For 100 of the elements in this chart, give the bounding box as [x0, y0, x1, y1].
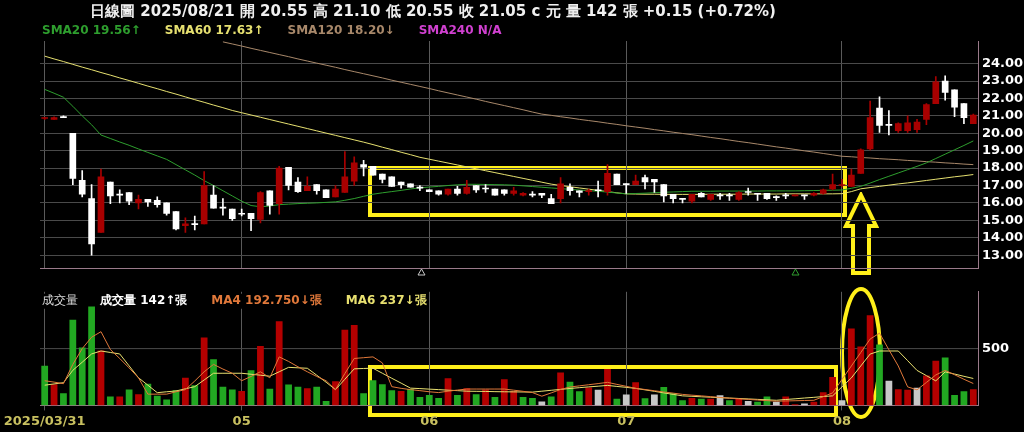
y-tick-label: 22.00 — [982, 89, 1024, 105]
bar — [632, 382, 640, 406]
bar — [200, 337, 208, 406]
bar — [472, 394, 480, 406]
bar — [538, 401, 546, 406]
bar — [228, 389, 236, 406]
candlestick — [41, 117, 49, 120]
bar — [744, 400, 752, 406]
candlestick — [322, 189, 330, 199]
y-tick-label: 500 — [982, 339, 1010, 355]
bar — [106, 396, 114, 406]
bar — [894, 389, 902, 406]
chart-title: 日線圖 2025/08/21 開 20.55 高 21.10 低 20.55 收 21.05 c 元 量 142 張 +0.15 (+0.72%) — [89, 1, 777, 22]
bar — [303, 388, 311, 406]
bar — [500, 379, 508, 406]
bar — [904, 389, 912, 406]
bar — [969, 389, 977, 406]
bar — [435, 398, 443, 406]
bar — [707, 398, 715, 406]
candlestick — [191, 215, 199, 231]
bar — [41, 365, 49, 406]
candlestick — [622, 183, 630, 194]
bar — [697, 398, 705, 406]
bar — [866, 315, 874, 406]
bar — [622, 394, 630, 406]
x-tick-label: 06 — [420, 412, 439, 428]
x-tick-label: 08 — [832, 412, 852, 428]
bar — [88, 306, 95, 406]
bar — [613, 398, 621, 406]
y-tick-label: 23.00 — [982, 72, 1024, 88]
bar — [69, 319, 77, 406]
bar — [388, 390, 396, 406]
bar — [932, 360, 940, 406]
y-tick-label: 14.00 — [982, 229, 1024, 245]
candlestick — [425, 189, 433, 192]
y-tick-label: 21.00 — [982, 107, 1024, 123]
y-tick-label: 15.00 — [982, 211, 1024, 227]
x-tick-label: 07 — [617, 412, 636, 428]
bar — [923, 375, 930, 406]
bar — [407, 389, 414, 406]
series-label: 成交量 142↑張 — [99, 292, 189, 307]
y-axis-title: 成交量 — [42, 292, 78, 307]
candlestick — [388, 176, 396, 187]
bar — [266, 388, 274, 406]
bar — [153, 395, 161, 406]
bar — [726, 400, 733, 406]
candlestick — [613, 173, 621, 185]
y-tick-label: 19.00 — [982, 142, 1024, 158]
x-tick-label: 05 — [232, 412, 251, 428]
bar — [135, 394, 142, 406]
bar — [547, 396, 555, 406]
bar — [182, 377, 189, 406]
x-tick-label: 2025/03/31 — [3, 412, 86, 428]
bar — [876, 344, 883, 406]
bar — [360, 393, 367, 406]
y-tick-label: 13.00 — [982, 246, 1024, 262]
text: SMA240 N/A — [418, 23, 503, 38]
bar — [397, 391, 405, 406]
bar — [482, 389, 489, 406]
candlestick — [585, 188, 593, 196]
y-tick-label: 20.00 — [982, 124, 1024, 140]
candlestick — [510, 186, 518, 196]
candlestick — [238, 208, 245, 217]
bar — [679, 400, 686, 406]
bar — [78, 347, 86, 406]
bar — [257, 345, 264, 406]
text: SMA20 19.56↑ — [42, 23, 141, 38]
bar — [210, 359, 217, 406]
bar — [529, 398, 536, 406]
bar — [951, 394, 958, 406]
bar — [116, 396, 124, 406]
text: MA6 237↓張 — [345, 292, 428, 307]
bar — [60, 393, 67, 406]
bar — [557, 372, 564, 406]
bar — [191, 385, 199, 406]
bar — [313, 386, 321, 406]
bar — [425, 394, 433, 406]
bar — [332, 381, 339, 406]
text: MA4 192.750↓張 — [211, 292, 323, 307]
bar — [857, 346, 865, 406]
bar — [941, 357, 949, 406]
text: SMA60 17.63↑ — [164, 23, 264, 38]
bar — [350, 325, 358, 406]
bar — [275, 321, 283, 406]
bar — [847, 328, 855, 406]
bar — [285, 384, 292, 406]
bar — [575, 391, 583, 406]
y-tick-label: 24.00 — [982, 55, 1024, 71]
y-tick-label: 17.00 — [982, 176, 1024, 192]
bar — [585, 387, 593, 406]
bar — [238, 391, 246, 406]
y-tick-label: 16.00 — [982, 194, 1024, 210]
bar — [454, 394, 461, 406]
bar — [163, 399, 171, 406]
bar — [651, 394, 658, 406]
series-label: SMA120 18.20↓ — [287, 23, 395, 38]
bar — [604, 368, 611, 406]
candlestick — [491, 188, 499, 196]
bar — [378, 384, 386, 406]
candlestick — [744, 187, 752, 196]
